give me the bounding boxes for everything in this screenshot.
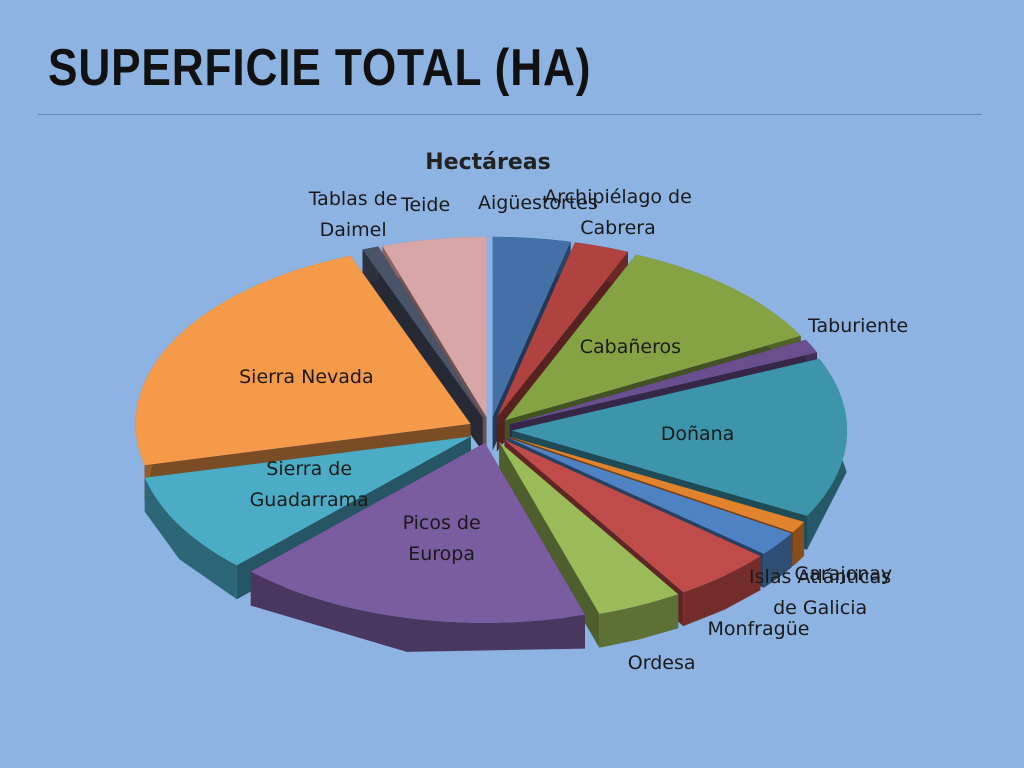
slice-label: Taburiente [808,315,909,338]
slice-label: Sierra Nevada [239,366,374,389]
slice-side [763,533,792,588]
slice-label: Teide [401,193,451,216]
slice [507,437,792,554]
slice-side [144,477,237,600]
slide-title: SUPERFICIE TOTAL (HA) [48,39,592,97]
slice [496,242,628,418]
slice [499,441,679,614]
slice-label: Cabañeros [579,336,682,359]
slice [492,236,571,417]
slice-side [683,556,761,627]
slice-label: Doñana [660,423,735,446]
slice-label: Archipiélago de Cabrera [544,186,692,240]
slice-label: Tablas de Daimel [308,188,398,242]
slice-side [599,594,679,648]
slice [509,339,817,425]
slice-group [250,442,586,652]
slice [362,246,483,418]
slice [250,442,586,623]
chart-title: Hectáreas [425,150,551,175]
slice-label: Garajonay [794,562,893,585]
slice-label: Sierra de Guadarrama [249,457,369,511]
slice-side [250,571,586,652]
slice [504,439,761,593]
title-rule [38,114,982,115]
slice [504,254,801,421]
slice-label: Islas Atlánticas de Galicia [749,566,892,620]
slice-label: Aigüestortes [477,192,598,215]
slice-label: Monfragüe [707,618,810,641]
slice [382,237,487,417]
slice [144,436,471,566]
slice-label: Picos de Europa [402,511,481,565]
slice [509,436,805,533]
slice-side [792,521,805,567]
slice [135,255,471,466]
slice-label: Ordesa [627,651,696,674]
slice [511,358,847,516]
